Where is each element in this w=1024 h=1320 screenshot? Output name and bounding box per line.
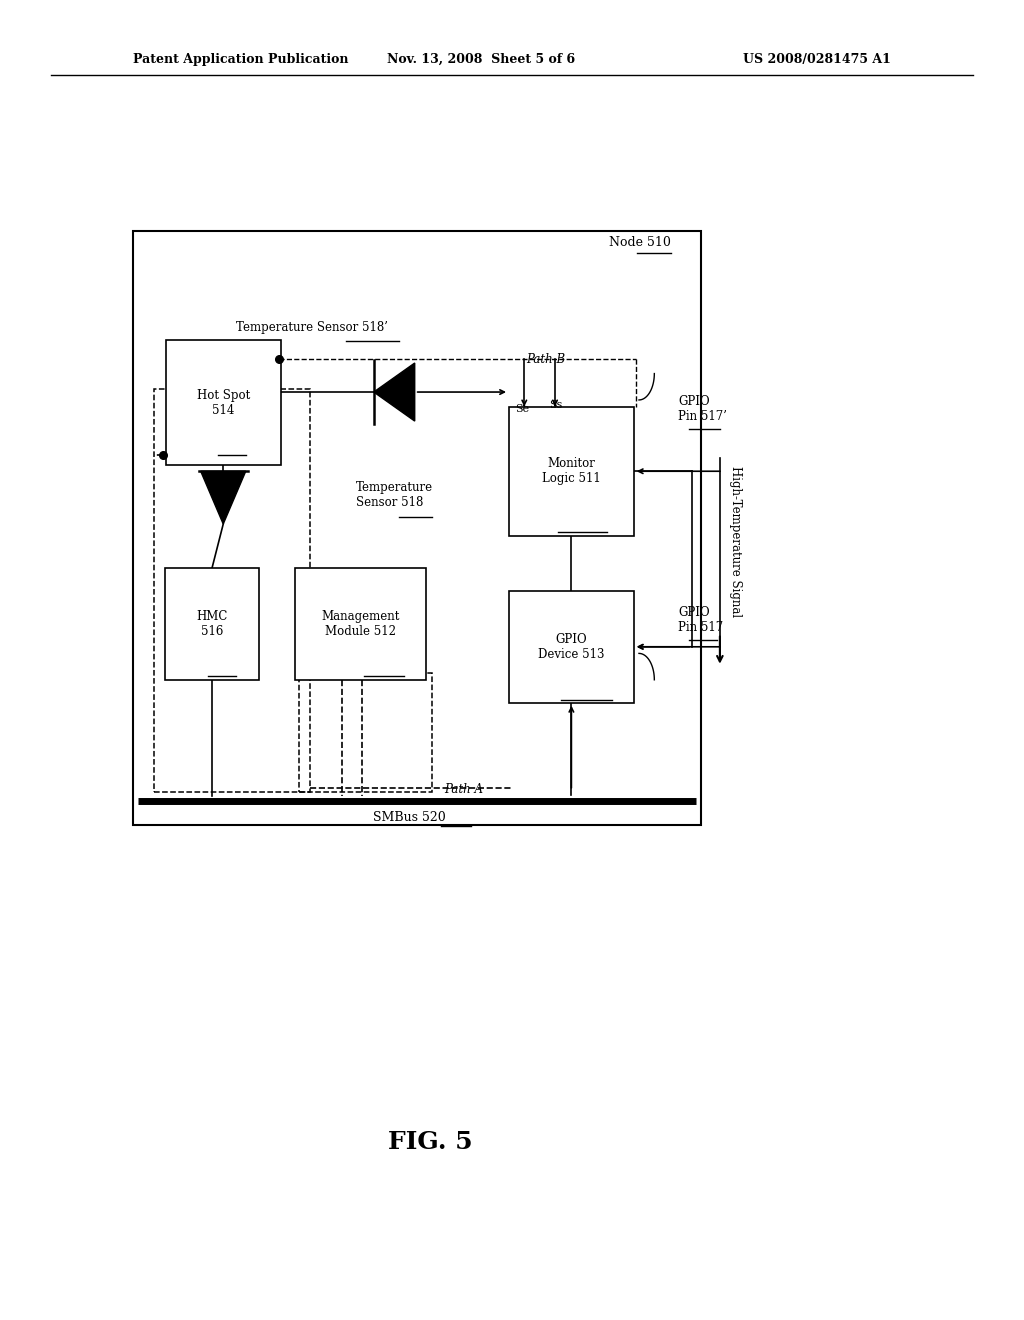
Text: US 2008/0281475 A1: US 2008/0281475 A1 (743, 53, 891, 66)
Text: Path B: Path B (526, 352, 565, 366)
Text: Nov. 13, 2008  Sheet 5 of 6: Nov. 13, 2008 Sheet 5 of 6 (387, 53, 575, 66)
Text: HMC
516: HMC 516 (197, 610, 227, 639)
FancyBboxPatch shape (166, 341, 281, 466)
Text: FIG. 5: FIG. 5 (388, 1130, 472, 1154)
Text: SMBus 520: SMBus 520 (373, 810, 446, 824)
Polygon shape (374, 363, 415, 421)
Text: Patent Application Publication: Patent Application Publication (133, 53, 348, 66)
FancyBboxPatch shape (509, 407, 634, 536)
FancyBboxPatch shape (509, 591, 634, 702)
Text: Monitor
Logic 511: Monitor Logic 511 (542, 457, 601, 486)
Text: GPIO
Pin 517: GPIO Pin 517 (678, 606, 723, 635)
Text: Temperature
Sensor 518: Temperature Sensor 518 (356, 480, 433, 510)
Text: Se: Se (515, 404, 529, 414)
Polygon shape (201, 471, 246, 524)
FancyBboxPatch shape (165, 568, 259, 681)
Text: Management
Module 512: Management Module 512 (322, 610, 399, 639)
Text: GPIO
Pin 517’: GPIO Pin 517’ (678, 395, 727, 424)
FancyBboxPatch shape (133, 231, 701, 825)
Text: Path A: Path A (444, 783, 483, 796)
Text: High-Temperature Signal: High-Temperature Signal (729, 466, 741, 616)
Text: Ss: Ss (549, 400, 563, 411)
Text: Hot Spot
514: Hot Spot 514 (197, 388, 250, 417)
Text: Temperature Sensor 518’: Temperature Sensor 518’ (237, 321, 388, 334)
Text: Node 510: Node 510 (609, 236, 671, 249)
FancyBboxPatch shape (295, 568, 426, 681)
Text: GPIO
Device 513: GPIO Device 513 (539, 632, 604, 661)
